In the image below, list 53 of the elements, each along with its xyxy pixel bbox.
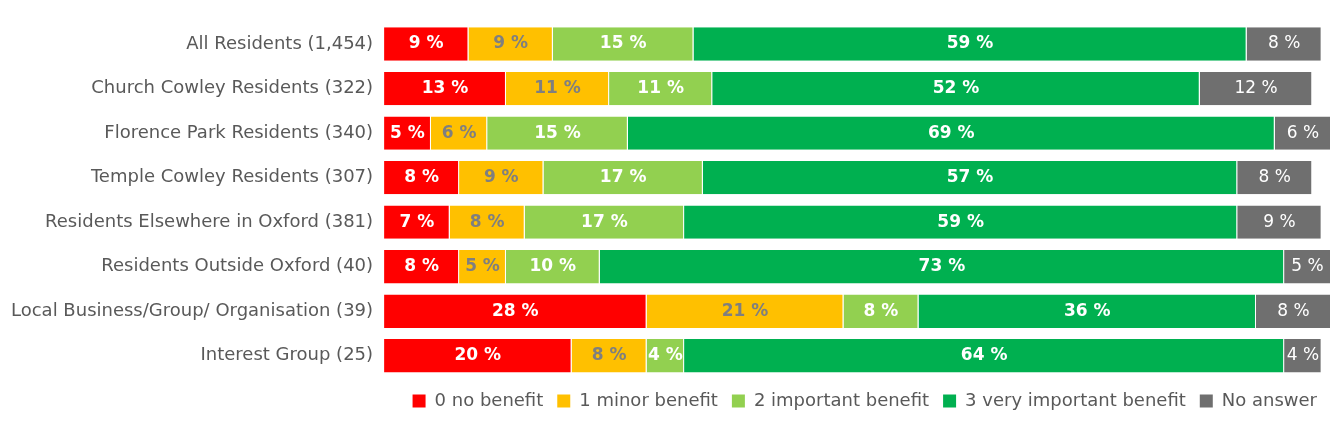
legend-label: 1 minor benefit	[579, 388, 718, 410]
y-tick-label: All Residents (1,454)	[186, 31, 374, 53]
data-label: 8 %	[1258, 166, 1291, 187]
data-label: 11 %	[637, 77, 684, 98]
legend-label: 0 no benefit	[434, 388, 544, 410]
legend-label: 2 important benefit	[753, 388, 930, 410]
data-label: 11 %	[534, 77, 581, 98]
y-tick-label: Residents Elsewhere in Oxford (381)	[45, 209, 374, 231]
data-label: 8 %	[404, 255, 439, 276]
data-label: 52 %	[932, 77, 980, 98]
data-label: 64 %	[960, 344, 1008, 365]
data-label: 8 %	[863, 299, 899, 320]
data-label: 4 %	[1286, 344, 1320, 365]
data-label: 8 %	[591, 344, 627, 365]
data-label: 28 %	[492, 299, 539, 320]
data-label: 57 %	[946, 166, 994, 187]
data-label: 36 %	[1063, 299, 1111, 320]
data-label: 73 %	[918, 255, 966, 276]
data-label: 21 %	[721, 299, 769, 320]
data-label: 9 %	[483, 166, 519, 187]
data-label: 6 %	[441, 121, 477, 142]
data-label: 15 %	[599, 32, 647, 53]
data-label: 9 %	[408, 32, 444, 53]
y-tick-label: Florence Park Residents (340)	[104, 120, 374, 142]
y-tick-label: Church Cowley Residents (322)	[91, 76, 374, 98]
data-label: 59 %	[937, 210, 984, 231]
data-label: 20 %	[454, 344, 502, 365]
y-tick-label: Local Business/Group/ Organisation (39)	[11, 298, 374, 320]
y-tick-label: Temple Cowley Residents (307)	[89, 165, 374, 187]
data-label: 5 %	[465, 255, 500, 276]
data-label: 5 %	[390, 121, 425, 142]
data-label: 7 %	[399, 210, 435, 231]
data-label: 6 %	[1286, 121, 1320, 142]
legend-label: No answer	[1221, 388, 1318, 410]
data-label: 8 %	[404, 166, 439, 187]
data-label: 17 %	[599, 166, 647, 187]
data-label: 10 %	[529, 255, 577, 276]
data-label: 59 %	[946, 32, 994, 53]
data-label: 5 %	[1291, 255, 1324, 276]
data-label: 4 %	[647, 344, 683, 365]
data-label: 9 %	[1263, 210, 1296, 231]
data-label: 8 %	[1277, 299, 1310, 320]
data-label: 17 %	[581, 210, 628, 231]
y-tick-label: Interest Group (25)	[200, 343, 374, 365]
data-label: 8 %	[469, 210, 505, 231]
data-label: 13 %	[421, 77, 469, 98]
data-label: 12 %	[1234, 77, 1278, 98]
y-tick-label: Residents Outside Oxford (40)	[101, 254, 374, 276]
data-label: 8 %	[1267, 32, 1301, 53]
data-label: 69 %	[927, 121, 975, 142]
data-label: 15 %	[534, 121, 581, 142]
legend-label: 3 very important benefit	[965, 388, 1186, 410]
data-label: 9 %	[493, 32, 529, 53]
